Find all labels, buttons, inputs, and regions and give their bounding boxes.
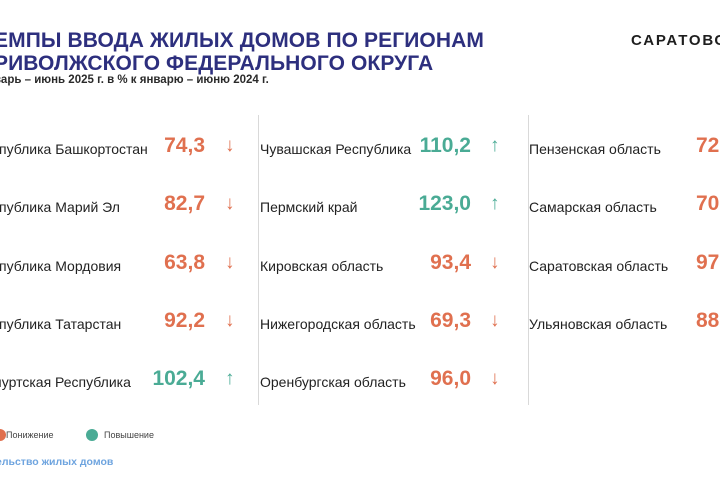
region-value: 72, [696,134,720,157]
region-value: 70, [696,192,720,215]
region-name: Самарская область [529,199,657,215]
region-row: спублика Башкортостан 74,3 ↓ [0,128,250,168]
title-line-1: ЕМПЫ ВВОДА ЖИЛЫХ ДОМОВ ПО РЕГИОНАМ [0,29,484,52]
region-row: Оренбургская область 96,0 ↓ [259,361,516,401]
region-row: Кировская область 93,4 ↓ [259,245,516,285]
region-name: спублика Марий Эл [0,199,120,215]
region-name: Чувашская Республика [260,141,412,157]
region-name: спублика Башкортостан [0,141,148,157]
region-value: 97, [696,251,720,274]
region-value: 110,2 [419,134,471,157]
arrow-down-icon: ↓ [225,193,235,214]
region-value: 63,8 [164,251,205,274]
decrease-legend-dot-icon [0,429,6,441]
regions-column-3: Пензенская область 72, Самарская область 70… [528,115,720,405]
decrease-legend-label: Понижение [6,430,54,440]
brand-logo-text: САРАТОВС [631,32,720,49]
region-name: спублика Мордовия [0,258,122,274]
region-value: 82,7 [164,192,205,215]
region-name: Ульяновская область [529,316,668,332]
arrow-down-icon: ↓ [225,135,235,156]
region-row: муртская Республика 102,4 ↑ [0,361,250,401]
region-value: 123,0 [418,192,471,215]
regions-column-1: спублика Башкортостан 74,3 ↓ спублика Марий… [0,115,250,405]
region-name: Саратовская область [529,258,669,274]
region-value: 74,3 [164,134,205,157]
arrow-up-icon: ↑ [490,135,500,156]
region-row: Самарская область 70, [529,186,720,226]
region-row: спублика Татарстан 92,2 ↓ [0,303,250,343]
region-name: спублика Татарстан [0,316,122,332]
arrow-down-icon: ↓ [490,368,500,389]
arrow-down-icon: ↓ [225,252,235,273]
page-subtitle: варь – июнь 2025 г. в % к январю – июню … [0,74,269,86]
region-name: Нижегородская область [260,316,416,332]
footer-link-text: ельство жилых домов [0,456,114,468]
region-value: 92,2 [164,309,205,332]
region-row: спублика Мордовия 63,8 ↓ [0,245,250,285]
increase-legend-label: Повышение [104,430,154,440]
region-row: Чувашская Республика 110,2 ↑ [259,128,516,168]
page-title: ЕМПЫ ВВОДА ЖИЛЫХ ДОМОВ ПО РЕГИОНАМ РИВОЛ… [0,29,484,75]
region-value: 88, [696,309,720,332]
region-value: 102,4 [152,367,205,390]
region-value: 69,3 [430,309,471,332]
region-row: Саратовская область 97, [529,245,720,285]
region-row: Нижегородская область 69,3 ↓ [259,303,516,343]
region-name: Кировская область [260,258,384,274]
regions-column-2: Чувашская Республика 110,2 ↑ Пермский край 1… [258,115,516,405]
region-row: спублика Марий Эл 82,7 ↓ [0,186,250,226]
title-line-2: РИВОЛЖСКОГО ФЕДЕРАЛЬНОГО ОКРУГА [0,52,434,75]
arrow-down-icon: ↓ [490,252,500,273]
region-row: Пензенская область 72, [529,128,720,168]
region-row: Ульяновская область 88, [529,303,720,343]
region-name: Пензенская область [529,141,661,157]
arrow-down-icon: ↓ [225,310,235,331]
region-value: 96,0 [430,367,471,390]
region-name: Оренбургская область [260,374,406,390]
arrow-up-icon: ↑ [490,193,500,214]
arrow-down-icon: ↓ [490,310,500,331]
region-row: Пермский край 123,0 ↑ [259,186,516,226]
region-name: Пермский край [260,199,358,215]
region-value: 93,4 [430,251,471,274]
arrow-up-icon: ↑ [225,368,235,389]
region-name: муртская Республика [0,374,131,390]
increase-legend-dot-icon [86,429,98,441]
